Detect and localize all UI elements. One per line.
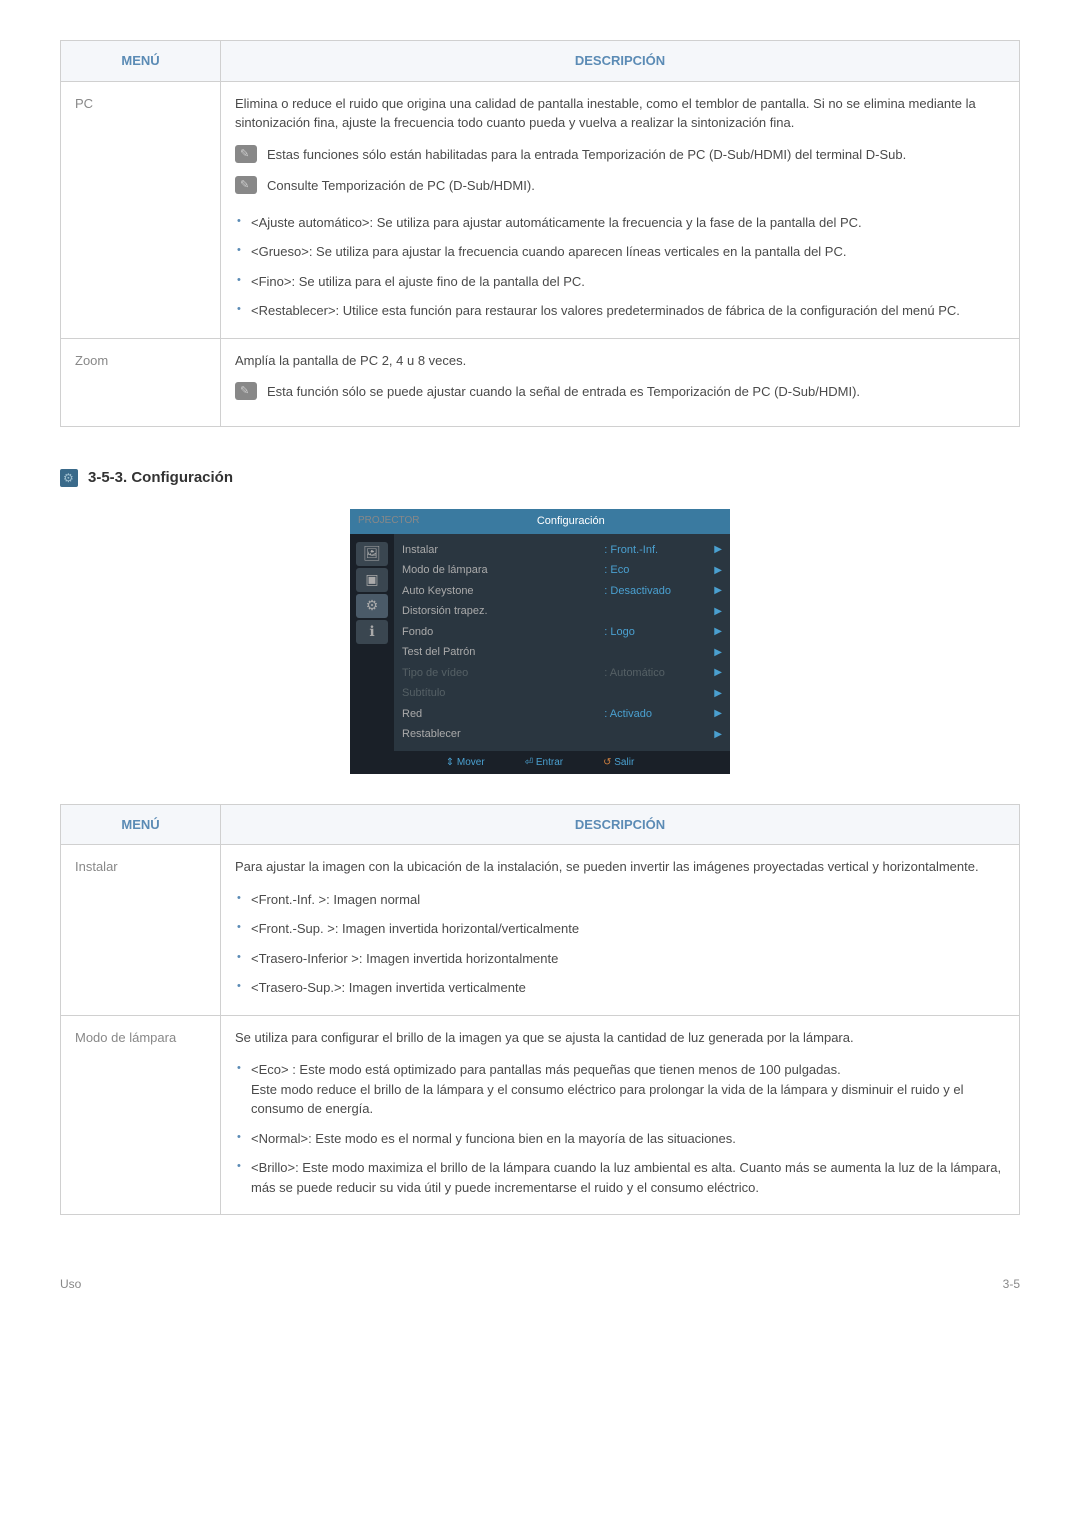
chevron-right-icon: ▶	[714, 706, 722, 721]
section-header: 3-5-3. Configuración	[60, 467, 1020, 490]
row-label: Instalar	[61, 845, 221, 1016]
osd-row-value: : Activado	[604, 706, 714, 723]
row-label: Zoom	[61, 338, 221, 426]
osd-row: Subtítulo ▶	[394, 683, 730, 704]
list-item: <Restablecer>: Utilice esta función para…	[235, 296, 1005, 326]
osd-row-label: Fondo	[402, 624, 604, 641]
osd-info-icon: ℹ	[356, 620, 388, 644]
chevron-right-icon: ▶	[714, 665, 722, 680]
osd-footer: ⇕ Mover ⏎ Entrar ↺ Salir	[350, 751, 730, 774]
bullet-list: <Eco> : Este modo está optimizado para p…	[235, 1055, 1005, 1202]
chevron-right-icon: ▶	[714, 542, 722, 557]
row-intro: Amplía la pantalla de PC 2, 4 u 8 veces.	[235, 351, 1005, 371]
osd-row: Red: Activado▶	[394, 704, 730, 725]
osd-row: Test del Patrón ▶	[394, 642, 730, 663]
osd-enter: ⏎ Entrar	[525, 755, 563, 770]
osd-row: Fondo: Logo▶	[394, 622, 730, 643]
table-pc-zoom: MENÚ DESCRIPCIÓN PC Elimina o reduce el …	[60, 40, 1020, 427]
note-box: Estas funciones sólo están habilitadas p…	[235, 145, 1005, 165]
osd-row-value: : Automático	[604, 665, 714, 682]
section-title: 3-5-3. Configuración	[88, 467, 233, 490]
osd-title: Configuración	[420, 513, 723, 530]
list-item: <Grueso>: Se utiliza para ajustar la fre…	[235, 237, 1005, 267]
note-text: Consulte Temporización de PC (D-Sub/HDMI…	[267, 176, 535, 196]
table-row: Zoom Amplía la pantalla de PC 2, 4 u 8 v…	[61, 338, 1020, 426]
osd-header: PROJECTOR Configuración	[350, 509, 730, 534]
note-box: Esta función sólo se puede ajustar cuand…	[235, 382, 1005, 402]
osd-row-label: Red	[402, 706, 604, 723]
osd-row-label: Modo de lámpara	[402, 562, 604, 579]
chevron-right-icon: ▶	[714, 624, 722, 639]
list-item: <Ajuste automático>: Se utiliza para aju…	[235, 208, 1005, 238]
table-row: PC Elimina o reduce el ruido que origina…	[61, 81, 1020, 338]
bullet-list: <Ajuste automático>: Se utiliza para aju…	[235, 208, 1005, 326]
page-footer: Uso 3-5	[60, 1275, 1020, 1293]
col-menu: MENÚ	[61, 41, 221, 82]
chevron-right-icon: ▶	[714, 583, 722, 598]
osd-row-label: Instalar	[402, 542, 604, 559]
table-config: MENÚ DESCRIPCIÓN Instalar Para ajustar l…	[60, 804, 1020, 1216]
col-desc: DESCRIPCIÓN	[221, 41, 1020, 82]
osd-panel: PROJECTOR Configuración 🖼 ▣ ⚙ ℹ Instalar…	[350, 509, 730, 774]
footer-right: 3-5	[1003, 1275, 1020, 1293]
list-item: <Trasero-Inferior >: Imagen invertida ho…	[235, 944, 1005, 974]
note-icon	[235, 145, 257, 163]
osd-row: Instalar: Front.-Inf.▶	[394, 540, 730, 561]
chevron-right-icon: ▶	[714, 645, 722, 660]
table-row: Modo de lámpara Se utiliza para configur…	[61, 1015, 1020, 1215]
osd-row: Tipo de vídeo: Automático▶	[394, 663, 730, 684]
list-item: <Fino>: Se utiliza para el ajuste fino d…	[235, 267, 1005, 297]
chevron-right-icon: ▶	[714, 727, 722, 742]
osd-row-label: Distorsión trapez.	[402, 603, 604, 620]
col-desc: DESCRIPCIÓN	[221, 804, 1020, 845]
osd-row: Distorsión trapez. ▶	[394, 601, 730, 622]
gear-icon	[60, 469, 78, 487]
col-menu: MENÚ	[61, 804, 221, 845]
osd-exit: ↺ Salir	[603, 755, 634, 770]
row-label: PC	[61, 81, 221, 338]
chevron-right-icon: ▶	[714, 563, 722, 578]
chevron-right-icon: ▶	[714, 686, 722, 701]
osd-brand: PROJECTOR	[358, 513, 420, 530]
note-text: Esta función sólo se puede ajustar cuand…	[267, 382, 860, 402]
note-icon	[235, 176, 257, 194]
osd-row-label: Tipo de vídeo	[402, 665, 604, 682]
chevron-right-icon: ▶	[714, 604, 722, 619]
row-intro: Se utiliza para configurar el brillo de …	[235, 1028, 1005, 1048]
row-intro: Para ajustar la imagen con la ubicación …	[235, 857, 1005, 877]
list-item: <Eco> : Este modo está optimizado para p…	[235, 1055, 1005, 1124]
osd-row-label: Auto Keystone	[402, 583, 604, 600]
osd-body: 🖼 ▣ ⚙ ℹ Instalar: Front.-Inf.▶Modo de lá…	[350, 534, 730, 751]
note-text: Estas funciones sólo están habilitadas p…	[267, 145, 906, 165]
osd-row: Auto Keystone: Desactivado▶	[394, 581, 730, 602]
osd-row-value: : Eco	[604, 562, 714, 579]
row-intro: Elimina o reduce el ruido que origina un…	[235, 94, 1005, 133]
list-item: <Front.-Inf. >: Imagen normal	[235, 885, 1005, 915]
osd-row-value: : Logo	[604, 624, 714, 641]
osd-row-value: : Front.-Inf.	[604, 542, 714, 559]
table-row: Instalar Para ajustar la imagen con la u…	[61, 845, 1020, 1016]
osd-row-value: : Desactivado	[604, 583, 714, 600]
osd-row-label: Subtítulo	[402, 685, 604, 702]
osd-move: ⇕ Mover	[446, 755, 485, 770]
row-label: Modo de lámpara	[61, 1015, 221, 1215]
osd-picture-icon: ▣	[356, 568, 388, 592]
list-item: <Normal>: Este modo es el normal y funci…	[235, 1124, 1005, 1154]
osd-row-label: Restablecer	[402, 726, 604, 743]
note-box: Consulte Temporización de PC (D-Sub/HDMI…	[235, 176, 1005, 196]
osd-row: Restablecer ▶	[394, 724, 730, 745]
list-item: <Brillo>: Este modo maximiza el brillo d…	[235, 1153, 1005, 1202]
osd-rows: Instalar: Front.-Inf.▶Modo de lámpara: E…	[394, 534, 730, 751]
list-item: <Trasero-Sup.>: Imagen invertida vertica…	[235, 973, 1005, 1003]
list-item: <Front.-Sup. >: Imagen invertida horizon…	[235, 914, 1005, 944]
osd-icon-column: 🖼 ▣ ⚙ ℹ	[350, 534, 394, 751]
osd-row: Modo de lámpara: Eco▶	[394, 560, 730, 581]
osd-row-label: Test del Patrón	[402, 644, 604, 661]
osd-image-icon: 🖼	[356, 542, 388, 566]
osd-gear-icon: ⚙	[356, 594, 388, 618]
footer-left: Uso	[60, 1275, 81, 1293]
note-icon	[235, 382, 257, 400]
bullet-list: <Front.-Inf. >: Imagen normal <Front.-Su…	[235, 885, 1005, 1003]
